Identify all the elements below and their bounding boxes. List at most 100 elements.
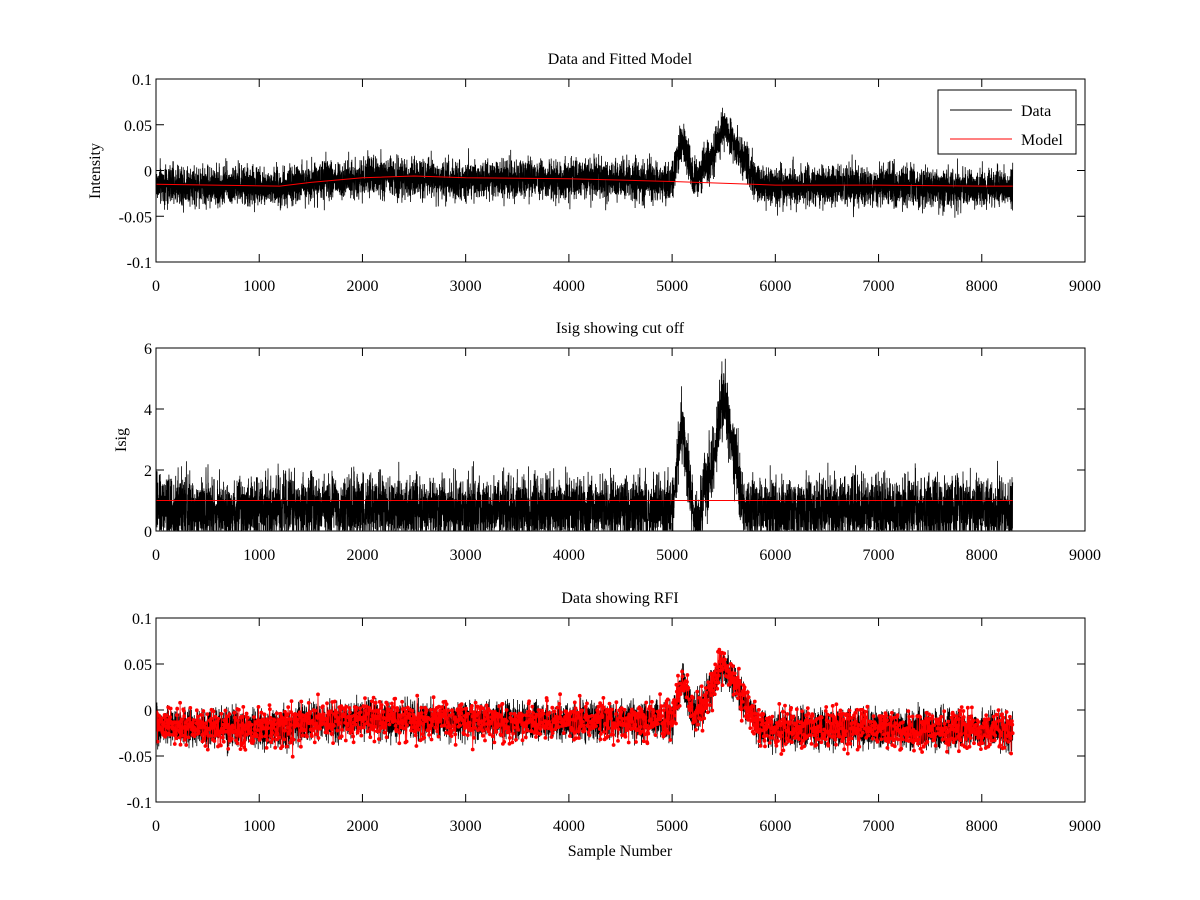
- rfi-point: [633, 722, 638, 727]
- panel-1-legend: Data Model: [937, 89, 1077, 155]
- rfi-point: [912, 748, 916, 753]
- rfi-point: [640, 729, 645, 734]
- rfi-point: [961, 709, 966, 713]
- rfi-point: [667, 704, 672, 709]
- rfi-point: [529, 729, 534, 733]
- rfi-point: [372, 739, 377, 744]
- rfi-point: [296, 723, 301, 728]
- rfi-point: [556, 719, 560, 724]
- rfi-point: [540, 708, 545, 713]
- rfi-point: [748, 726, 753, 731]
- rfi-point: [272, 718, 277, 723]
- rfi-point: [779, 752, 784, 756]
- rfi-point: [666, 731, 671, 735]
- rfi-point: [323, 722, 328, 726]
- rfi-point: [662, 732, 667, 737]
- rfi-point: [780, 721, 785, 726]
- rfi-point: [675, 695, 680, 699]
- rfi-point: [547, 711, 552, 715]
- rfi-point: [541, 711, 546, 716]
- rfi-point: [298, 744, 303, 749]
- rfi-point: [200, 739, 205, 744]
- rfi-point: [511, 731, 515, 736]
- rfi-point: [850, 736, 854, 741]
- rfi-point: [459, 711, 464, 716]
- rfi-point: [536, 708, 541, 712]
- rfi-point: [998, 743, 1003, 748]
- x-tick-label: 8000: [966, 547, 998, 564]
- rfi-point: [999, 718, 1004, 723]
- rfi-point: [885, 746, 890, 750]
- rfi-point: [205, 747, 210, 752]
- rfi-point: [497, 704, 502, 709]
- x-tick-label: 6000: [759, 547, 791, 564]
- rfi-point: [360, 719, 365, 724]
- rfi-point: [205, 712, 210, 717]
- rfi-point: [953, 718, 958, 722]
- rfi-point: [761, 712, 766, 717]
- rfi-point: [1009, 751, 1014, 756]
- x-tick-label: 4000: [553, 547, 585, 564]
- x-tick-label: 3000: [450, 278, 482, 295]
- rfi-point: [713, 662, 718, 667]
- rfi-point: [954, 714, 959, 719]
- rfi-point: [765, 733, 769, 738]
- rfi-point: [371, 695, 376, 700]
- rfi-point: [249, 722, 254, 727]
- rfi-point: [841, 736, 846, 741]
- y-tick-label: -0.05: [119, 749, 152, 766]
- rfi-point: [331, 741, 336, 746]
- rfi-point: [552, 709, 557, 714]
- rfi-point: [376, 710, 380, 714]
- rfi-point: [390, 705, 395, 710]
- rfi-point: [343, 738, 348, 743]
- rfi-point: [276, 735, 281, 740]
- rfi-point: [816, 737, 821, 742]
- rfi-point: [963, 737, 968, 742]
- rfi-point: [363, 696, 367, 701]
- rfi-point: [819, 715, 824, 720]
- rfi-point: [514, 721, 519, 726]
- rfi-point: [224, 718, 229, 723]
- rfi-point: [265, 738, 270, 742]
- rfi-point: [318, 726, 323, 731]
- rfi-point: [400, 699, 405, 704]
- rfi-point: [200, 733, 205, 737]
- rfi-point: [283, 721, 288, 726]
- rfi-point: [850, 732, 855, 737]
- rfi-point: [742, 685, 747, 690]
- rfi-point: [730, 680, 735, 684]
- rfi-point: [779, 734, 783, 739]
- rfi-point: [344, 704, 349, 709]
- rfi-point: [269, 740, 274, 745]
- rfi-point: [444, 702, 449, 707]
- rfi-point: [429, 737, 434, 742]
- rfi-point: [791, 714, 796, 719]
- rfi-point: [979, 747, 983, 752]
- rfi-point: [203, 744, 208, 748]
- rfi-point: [1008, 736, 1013, 741]
- rfi-point: [619, 710, 624, 715]
- rfi-point: [689, 704, 694, 709]
- rfi-point: [271, 725, 276, 730]
- rfi-point: [824, 705, 829, 709]
- rfi-point: [961, 715, 966, 720]
- rfi-point: [996, 708, 1001, 713]
- rfi-point: [598, 737, 603, 742]
- rfi-point: [722, 661, 727, 666]
- rfi-point: [710, 676, 715, 680]
- rfi-point: [725, 664, 730, 668]
- rfi-point: [784, 736, 789, 741]
- rfi-point: [194, 727, 198, 732]
- rfi-point: [656, 721, 660, 726]
- rfi-point: [514, 737, 518, 742]
- rfi-point: [810, 713, 815, 718]
- rfi-point: [1004, 710, 1009, 714]
- rfi-point: [756, 712, 760, 717]
- rfi-point: [675, 705, 680, 710]
- rfi-point: [267, 707, 272, 712]
- rfi-point: [479, 724, 484, 729]
- rfi-point: [768, 741, 772, 745]
- rfi-point: [933, 743, 938, 748]
- rfi-point: [957, 749, 961, 754]
